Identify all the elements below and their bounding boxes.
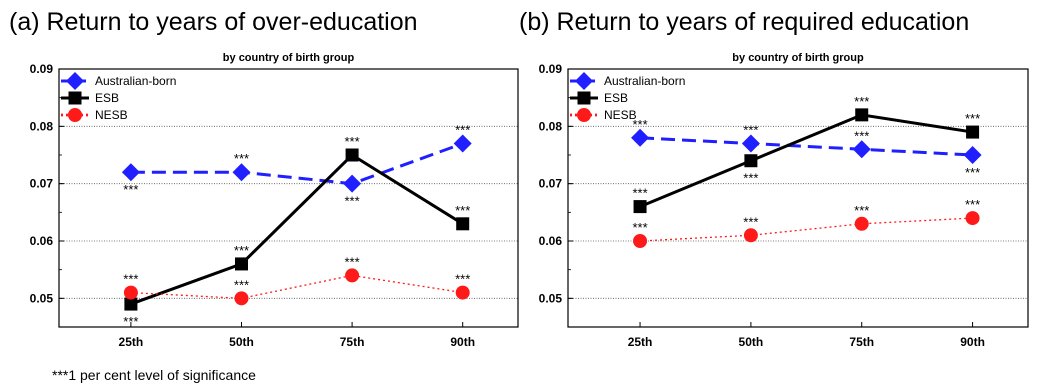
data-point-nesb <box>633 234 648 248</box>
data-point-esb <box>744 154 758 168</box>
legend-swatch-marker <box>577 108 591 122</box>
significance-stars: *** <box>743 123 758 138</box>
panel-a-title: (a) Return to years of over-education <box>9 8 418 36</box>
legend-label: Australian-born <box>604 74 685 88</box>
legend-label: NESB <box>604 108 637 122</box>
data-point-esb <box>633 200 647 214</box>
significance-stars: *** <box>345 134 360 149</box>
significance-stars: *** <box>854 203 869 218</box>
y-tick-label: 0.07 <box>30 177 54 191</box>
series-line-nesb <box>130 274 463 299</box>
y-tick-label: 0.05 <box>30 291 54 305</box>
chart-subtitle: by country of birth group <box>732 52 864 64</box>
data-point-nesb <box>234 291 249 306</box>
legend-swatch-marker <box>68 108 82 122</box>
y-tick-label: 0.08 <box>30 119 54 133</box>
series-line-australian-born <box>130 142 464 186</box>
significance-stars: *** <box>854 128 869 143</box>
x-tick-label: 25th <box>119 335 144 349</box>
series-line-esb <box>639 113 973 208</box>
x-tick-label: 75th <box>340 335 365 349</box>
panel-b-title: (b) Return to years of required educatio… <box>519 8 970 36</box>
significance-stars: *** <box>854 94 869 109</box>
significance-stars: *** <box>123 182 138 197</box>
data-point-nesb <box>455 285 470 300</box>
data-point-australian-born <box>343 174 362 193</box>
legend-label: Australian-born <box>95 74 176 88</box>
series-line-nesb <box>640 217 973 242</box>
legend-swatch-marker <box>577 91 591 105</box>
legend-swatch-marker <box>575 72 593 90</box>
y-tick-label: 0.09 <box>539 62 563 76</box>
data-point-esb <box>456 217 470 231</box>
legend-label: NESB <box>95 108 128 122</box>
series-line-esb <box>130 153 464 306</box>
significance-stars: *** <box>743 171 758 186</box>
significance-stars: *** <box>234 151 249 166</box>
data-point-nesb <box>123 285 138 300</box>
plot-frame <box>58 68 519 328</box>
significance-stars: *** <box>965 197 980 212</box>
y-tick-label: 0.07 <box>539 177 563 191</box>
data-point-esb <box>966 125 980 139</box>
significance-stars: *** <box>455 272 470 287</box>
panel-b-chart: by country of birth group 0.05 0.06 0.07 0.0… <box>539 52 1029 349</box>
data-point-esb <box>345 148 359 162</box>
y-tick-label: 0.08 <box>539 119 563 133</box>
x-tick-label: 90th <box>960 335 985 349</box>
significance-stars: *** <box>965 165 980 180</box>
data-point-nesb <box>743 228 758 243</box>
data-point-australian-born <box>963 146 982 164</box>
significance-stars: *** <box>345 254 360 269</box>
significance-stars: *** <box>743 214 758 229</box>
data-point-nesb <box>854 216 869 231</box>
data-point-australian-born <box>453 134 472 153</box>
data-point-esb <box>234 257 248 271</box>
significance-stars: *** <box>632 220 647 235</box>
data-point-nesb <box>965 211 980 226</box>
data-point-australian-born <box>121 163 140 182</box>
series-line-australian-born <box>639 136 973 157</box>
chart-subtitle: by country of birth group <box>223 52 355 64</box>
data-point-australian-born <box>852 140 871 159</box>
data-point-nesb <box>345 268 360 283</box>
y-tick-label: 0.06 <box>30 234 54 248</box>
data-point-australian-born <box>741 134 760 153</box>
x-tick-label: 50th <box>739 335 764 349</box>
data-point-australian-born <box>631 128 650 147</box>
y-tick-label: 0.09 <box>30 62 54 76</box>
significance-stars: *** <box>632 186 647 201</box>
x-tick-label: 75th <box>849 335 874 349</box>
y-tick-label: 0.05 <box>539 291 563 305</box>
x-tick-label: 90th <box>450 335 475 349</box>
data-point-australian-born <box>232 163 251 182</box>
significance-stars: *** <box>123 314 138 329</box>
footnote: ***1 per cent level of significance <box>52 367 256 383</box>
legend-swatch-marker <box>68 91 82 105</box>
data-point-esb <box>124 297 138 311</box>
significance-stars: *** <box>234 277 249 292</box>
legend-label: ESB <box>604 91 628 105</box>
significance-stars: *** <box>455 123 470 138</box>
significance-stars: *** <box>345 194 360 209</box>
significance-stars: *** <box>123 272 138 287</box>
significance-stars: *** <box>234 243 249 258</box>
legend-label: ESB <box>95 91 119 105</box>
significance-stars: *** <box>965 111 980 126</box>
legend-swatch-marker <box>66 72 84 90</box>
plot-frame <box>567 68 1029 328</box>
significance-stars: *** <box>632 117 647 132</box>
y-tick-label: 0.06 <box>539 234 563 248</box>
x-tick-label: 25th <box>628 335 653 349</box>
data-point-esb <box>855 108 869 122</box>
significance-stars: *** <box>455 203 470 218</box>
x-tick-label: 50th <box>229 335 254 349</box>
panel-a-chart: by country of birth group 0.05 0.06 0.07 0.0… <box>30 52 519 349</box>
